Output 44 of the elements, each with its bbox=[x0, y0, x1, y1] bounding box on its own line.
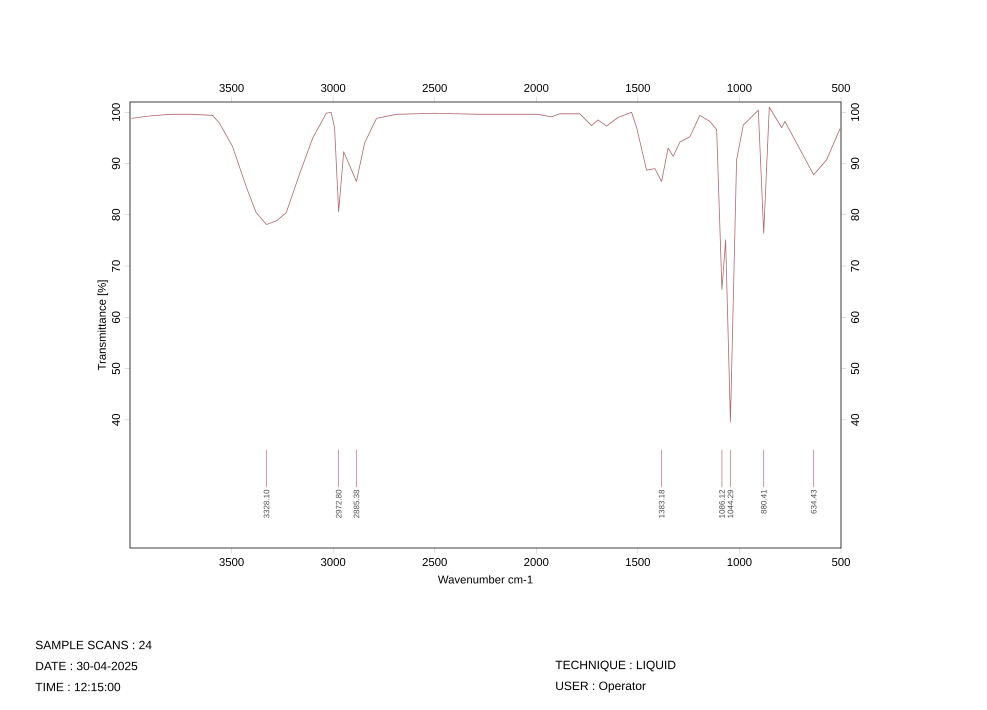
y2-tick-label: 90 bbox=[851, 158, 860, 170]
x2-tick-label: 1500 bbox=[626, 558, 650, 566]
text: USER : Operator bbox=[556, 682, 646, 692]
x2-tick-label: 2000 bbox=[524, 558, 548, 566]
ref-line-label: 3328.10 bbox=[264, 490, 270, 518]
text: TECHNIQUE : LIQUID bbox=[556, 660, 676, 672]
y2-tick-label: 60 bbox=[851, 311, 860, 324]
y2-tick-label: 50 bbox=[851, 362, 860, 374]
x2-tick-label: 3500 bbox=[219, 558, 244, 566]
y2-tick-label: 100 bbox=[851, 103, 860, 121]
y2-tick-label: 80 bbox=[851, 208, 860, 221]
x-axis-title: Wavenumber cm-1 bbox=[438, 575, 533, 584]
ref-line-label: 2885.38 bbox=[354, 490, 360, 518]
x2-tick-label: 1000 bbox=[728, 558, 752, 566]
ref-line-label: 634.43 bbox=[810, 490, 817, 514]
y-axis-title: Transmittance [%] bbox=[98, 280, 108, 370]
x-tick-label: 500 bbox=[832, 84, 850, 92]
y-tick-label: 60 bbox=[112, 311, 120, 324]
line-series bbox=[130, 106, 840, 422]
y-tick-label: 100 bbox=[112, 103, 120, 121]
x-tick-label: 3500 bbox=[219, 84, 244, 92]
x-tick-label: 2000 bbox=[524, 84, 548, 92]
x2-tick-label: 2500 bbox=[422, 558, 447, 566]
ref-line-label: 2972.80 bbox=[336, 490, 342, 518]
y-tick-label: 90 bbox=[112, 158, 120, 170]
y-tick-label: 50 bbox=[112, 362, 120, 374]
x-tick-label: 3000 bbox=[320, 84, 346, 92]
y-tick-label: 70 bbox=[112, 260, 120, 272]
text: SAMPLE SCANS : 24 bbox=[36, 640, 152, 650]
text: TIME : 12:15:00 bbox=[36, 682, 120, 692]
y2-tick-label: 70 bbox=[851, 260, 860, 272]
x2-tick-label: 500 bbox=[832, 558, 850, 566]
x-tick-label: 2500 bbox=[422, 84, 447, 92]
y-tick-label: 80 bbox=[112, 208, 120, 221]
ref-line-label: 1086.12 bbox=[719, 490, 725, 518]
ref-line-label: 880.41 bbox=[760, 490, 767, 514]
x2-tick-label: 3000 bbox=[320, 558, 346, 566]
y-tick-label: 40 bbox=[112, 414, 120, 426]
text: DATE : 30-04-2025 bbox=[36, 662, 138, 670]
ref-line-label: 1383.18 bbox=[658, 490, 664, 518]
x-tick-label: 1000 bbox=[728, 84, 752, 92]
y2-tick-label: 40 bbox=[851, 414, 860, 426]
ref-line-label: 1044.29 bbox=[728, 490, 734, 518]
x-tick-label: 1500 bbox=[626, 84, 650, 92]
